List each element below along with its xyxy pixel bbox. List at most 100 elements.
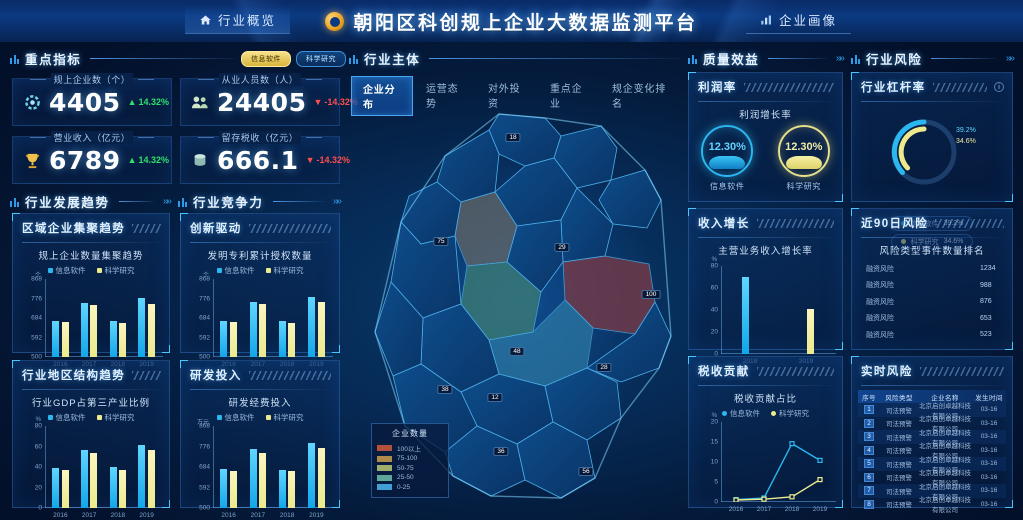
kpi-section-header: 重点指标 信息软件 科学研究 (10, 50, 346, 67)
expand-arrows-icon[interactable]: »» (332, 196, 342, 207)
bar[interactable] (249, 301, 257, 357)
gauge-value: 12.30% (785, 141, 823, 153)
map-tab-5[interactable]: 规企变化排名 (612, 84, 666, 110)
bar[interactable] (90, 452, 98, 508)
nav-item-industry-overview[interactable]: 行业概览 (185, 6, 291, 34)
map-tab-2[interactable]: 运营态势 (426, 84, 459, 110)
y-tick-label: 80 (710, 262, 718, 270)
bar[interactable] (229, 322, 237, 357)
table-row[interactable]: 8 司法预警 北京启创卓越科技有限公司 03-16 (858, 497, 1006, 514)
bar[interactable] (80, 302, 88, 357)
bar[interactable] (80, 449, 88, 508)
bar[interactable] (220, 320, 228, 357)
rank-row[interactable]: 融资风险 988 (860, 280, 1004, 290)
bar[interactable] (109, 321, 117, 357)
bar[interactable] (741, 277, 749, 354)
table-row[interactable]: 1 司法预警 北京启创卓越科技有限公司 03-16 (858, 403, 1006, 420)
expand-arrows-icon[interactable]: »» (162, 196, 172, 207)
cell-time: 03-16 (980, 433, 998, 441)
bar[interactable] (229, 470, 237, 508)
bar[interactable] (61, 470, 69, 508)
nav-item-enterprise-profile[interactable]: 企业画像 (746, 6, 852, 34)
y-tick-label: 20 (710, 418, 718, 426)
map-tab-bar[interactable]: 企业分布 运营态势 对外投资 重点企业 规企变化排名 (349, 74, 682, 118)
bar[interactable] (249, 448, 257, 508)
map-legend-item-5: 0-25 (377, 484, 443, 491)
bar[interactable] (317, 448, 325, 508)
chart-title: 风险类型事件数量排名 (879, 246, 985, 257)
cell-index: 1 (858, 405, 880, 415)
bar[interactable] (308, 297, 316, 357)
bar[interactable] (90, 305, 98, 357)
bar[interactable] (259, 304, 267, 357)
rank-row[interactable]: 融资风险 523 (860, 330, 1004, 340)
map-pin-9[interactable]: 36 (493, 440, 509, 458)
bar-group (75, 426, 104, 508)
info-icon[interactable]: i (994, 82, 1004, 92)
axis-line (721, 266, 722, 354)
map-pin-5[interactable]: 48 (509, 340, 525, 358)
kpi-card-revenue[interactable]: 营业收入（亿元） 6789 ▲ 14.32% (12, 131, 172, 184)
bar[interactable] (61, 322, 69, 357)
table-row[interactable]: 5 司法预警 北京启创卓越科技有限公司 03-16 (858, 457, 1006, 474)
bar[interactable] (109, 467, 117, 508)
bar[interactable] (278, 320, 286, 357)
rank-row[interactable]: 融资风险 653 (860, 313, 1004, 323)
table-row[interactable]: 3 司法预警 北京启创卓越科技有限公司 03-16 (858, 430, 1006, 447)
table-row[interactable]: 6 司法预警 北京启创卓越科技有限公司 03-16 (858, 470, 1006, 487)
hatch-decoration (743, 82, 834, 92)
kpi-card-retained-tax[interactable]: 留存税收（亿元） 666.1 ▼ -14.32% (180, 131, 350, 184)
expand-arrows-icon[interactable]: »» (1005, 53, 1015, 64)
bar[interactable] (147, 303, 155, 357)
bar[interactable] (52, 320, 60, 357)
map-tab-4[interactable]: 重点企业 (550, 84, 583, 110)
bar[interactable] (119, 323, 127, 357)
bar[interactable] (220, 468, 228, 508)
bar[interactable] (288, 322, 296, 357)
bar[interactable] (308, 443, 316, 508)
y-tick-label: 776 (199, 295, 210, 302)
bar[interactable] (52, 468, 60, 508)
expand-arrows-icon[interactable]: »» (835, 53, 845, 64)
bar[interactable] (807, 308, 815, 354)
bar[interactable] (317, 302, 325, 357)
map-tab-3[interactable]: 对外投资 (488, 84, 521, 110)
kpi-card-enterprise-count[interactable]: 规上企业数（个） 4405 ▲ 14.32% (12, 73, 172, 126)
bar[interactable] (278, 469, 286, 508)
map-pin-2[interactable]: 75 (433, 230, 449, 248)
enterprise-distribution-map[interactable]: 18 75 29 100 48 28 38 12 36 56 企业数量 100以上 75-100 50… (349, 96, 682, 516)
rank-row[interactable]: 融资风险 876 (860, 297, 1004, 307)
map-pin-8[interactable]: 12 (487, 386, 503, 404)
gauge-label: 信息软件 (710, 182, 745, 191)
table-row[interactable]: 4 司法预警 北京启创卓越科技有限公司 03-16 (858, 443, 1006, 460)
map-pin-7[interactable]: 38 (437, 378, 453, 396)
kpi-card-employee-count[interactable]: 从业人员数（人） 24405 ▼ -14.32% (180, 73, 358, 126)
badge-info-software[interactable]: 信息软件 (241, 50, 291, 67)
rank-track (900, 315, 974, 322)
badge-scientific-research[interactable]: 科学研究 (296, 50, 346, 67)
bar-group (273, 279, 302, 357)
bar[interactable] (138, 445, 146, 508)
bar[interactable] (147, 449, 155, 508)
map-pin-1[interactable]: 18 (505, 126, 521, 144)
gauge-scientific-research[interactable]: 12.30% 科学研究 (777, 125, 830, 192)
bar[interactable] (288, 471, 296, 508)
bar[interactable] (259, 452, 267, 508)
bar[interactable] (138, 298, 146, 357)
chart-card-patents: 创新驱动 发明专利累计授权数量 信息软件 科学研究 500 592 684 776 86… (180, 213, 340, 368)
cell-time: 03-16 (980, 419, 998, 427)
y-tick-label: 500 (31, 353, 42, 361)
gauge-info-software[interactable]: 12.30% 信息软件 (701, 125, 754, 192)
rank-row[interactable]: 融资风险 1234 (860, 264, 1004, 274)
map-pin-3[interactable]: 29 (554, 236, 570, 254)
table-row[interactable]: 2 司法预警 北京启创卓越科技有限公司 03-16 (858, 416, 1006, 433)
bar[interactable] (119, 470, 127, 508)
table-row[interactable]: 7 司法预警 北京启创卓越科技有限公司 03-16 (858, 484, 1006, 501)
map-pin-6[interactable]: 28 (596, 356, 612, 374)
map-tab-1[interactable]: 企业分布 (351, 76, 413, 116)
realtime-risk-table[interactable]: 序号 风险类型 企业名称 发生时间 1 司法预警 北京启创卓越科技有限公司 03-16… (858, 390, 1006, 514)
map-pin-4[interactable]: 100 (641, 283, 661, 301)
map-pin-10[interactable]: 56 (578, 460, 594, 478)
card-title: 研发投入 (190, 370, 242, 382)
